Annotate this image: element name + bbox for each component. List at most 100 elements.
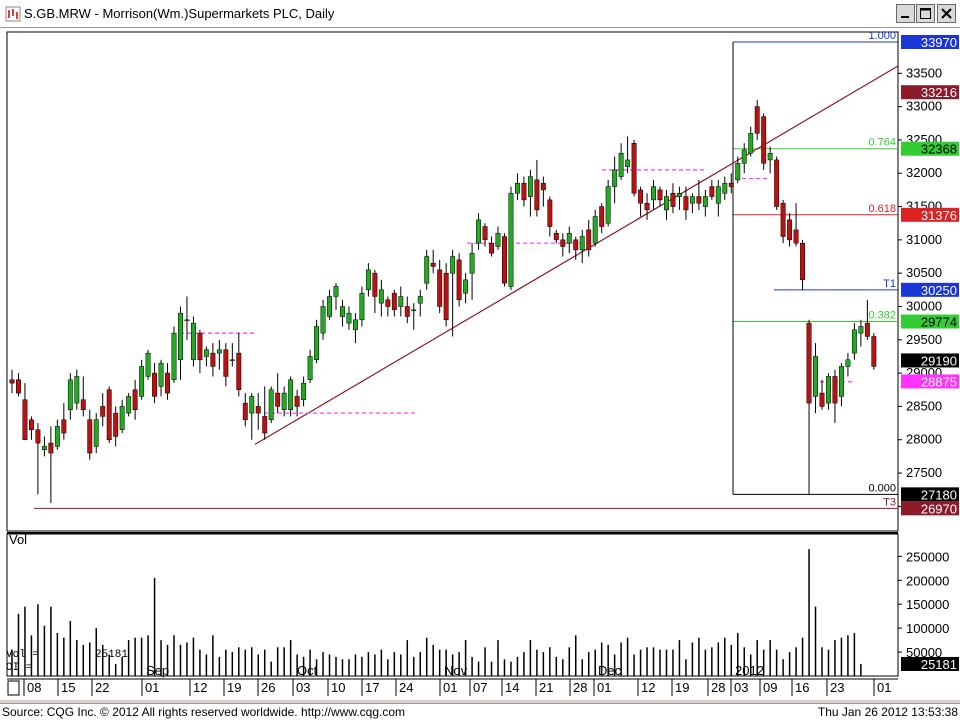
price-label: 26970 [921, 501, 957, 516]
candle-body [463, 279, 469, 294]
timestamp: Thu Jan 26 2012 13:53:38 [817, 705, 958, 719]
candle-body [288, 379, 294, 410]
candle-body [573, 239, 579, 251]
date-label: 12 [641, 680, 655, 695]
candle-body [709, 186, 715, 197]
date-label: 09 [763, 680, 777, 695]
candle-body [229, 359, 235, 362]
month-label: Nov [444, 663, 468, 678]
volume-tick-label: 100000 [906, 621, 949, 636]
date-label: 14 [505, 680, 519, 695]
candle-body [527, 176, 533, 197]
candle-body [502, 236, 507, 284]
candle-body [456, 259, 462, 301]
candle-body [482, 226, 488, 241]
volume-readout: Vol = 25181 OI = [6, 649, 128, 679]
price-label-box [901, 85, 959, 100]
candle-body [664, 196, 669, 211]
candle-body [106, 389, 112, 440]
candle-body [670, 192, 676, 207]
price-label: 27180 [921, 487, 957, 502]
candle-body [139, 366, 145, 397]
candle-body [813, 356, 818, 397]
window-title: S.GB.MRW - Morrison(Wm.)Supermarkets PLC… [24, 6, 335, 21]
fib-level-label: 0.764 [868, 137, 896, 149]
price-label: 32368 [921, 142, 957, 157]
chart-area[interactable]: 33500 33000 32500 32000 31500 31000 30500 30000… [0, 28, 960, 719]
date-label: 01 [443, 680, 457, 695]
candle-body [294, 396, 300, 407]
date-label: 24 [399, 680, 413, 695]
candle-body [579, 236, 585, 251]
date-label: 26 [261, 680, 275, 695]
candle-body [592, 216, 598, 244]
volume-tick-label: 150000 [906, 597, 949, 612]
month-label: Sep [146, 663, 169, 678]
candle-body [242, 402, 248, 420]
candle-body [612, 169, 618, 187]
candle-body [696, 196, 702, 204]
price-label: 29190 [921, 353, 957, 368]
candle-body [22, 399, 28, 440]
price-chart[interactable]: 3350033000325003200031500310003050030000… [0, 28, 960, 700]
date-label: 08 [27, 680, 41, 695]
price-label-box [901, 141, 959, 156]
candle-body [275, 392, 281, 407]
candle-body [262, 416, 268, 434]
candle-body [793, 229, 799, 244]
maximize-icon [920, 8, 931, 19]
candle-body [411, 309, 417, 312]
candle-body [9, 379, 15, 384]
date-label: 03 [296, 680, 310, 695]
candle-body [372, 272, 378, 297]
candle-body [767, 153, 773, 161]
price-tick-label: 30000 [906, 298, 942, 313]
date-label: 19 [675, 680, 689, 695]
candle-body [443, 272, 449, 321]
candle-body [249, 396, 255, 414]
month-label: Dec [598, 663, 622, 678]
fib-level-label: 1.000 [868, 30, 896, 42]
candle-body [838, 366, 844, 397]
price-label: 29774 [921, 315, 957, 330]
candle-body [722, 182, 728, 194]
chart-app-icon [5, 6, 21, 22]
candle-body [424, 256, 430, 284]
volume-title: Vol [9, 532, 27, 547]
candle-body [145, 352, 151, 377]
candle-body [560, 239, 566, 247]
candle-body [158, 362, 164, 387]
date-label: 12 [193, 680, 207, 695]
price-label-box [901, 501, 959, 516]
candle-body [534, 179, 540, 211]
candle-body [74, 376, 80, 404]
candle-body [508, 192, 514, 287]
vol-value: 25181 [94, 649, 128, 661]
candle-body [307, 356, 313, 381]
candle-body [197, 332, 203, 361]
close-button[interactable] [937, 4, 956, 23]
maximize-button[interactable] [916, 4, 935, 23]
candle-body [599, 206, 605, 227]
candle-body [178, 312, 183, 361]
fib-level-label: T3 [883, 496, 896, 508]
candle-body [728, 182, 734, 187]
candle-body [638, 189, 644, 204]
volume-tick-label: 50000 [906, 645, 942, 660]
candle-body [171, 332, 177, 381]
month-label: 2012 [735, 663, 764, 678]
candle-body [741, 149, 747, 164]
date-label: 15 [61, 680, 75, 695]
candle-body [48, 442, 54, 454]
candle-body [774, 159, 780, 207]
candle-body [391, 292, 397, 311]
candle-body [314, 326, 320, 361]
date-label: 03 [734, 680, 748, 695]
candle-body [625, 159, 631, 167]
candle-body [385, 299, 391, 307]
minimize-button[interactable] [896, 4, 915, 23]
date-label: 28 [573, 680, 587, 695]
price-tick-label: 28000 [906, 432, 942, 447]
title-bar: S.GB.MRW - Morrison(Wm.)Supermarkets PLC… [0, 0, 960, 28]
price-label-box [901, 282, 959, 297]
